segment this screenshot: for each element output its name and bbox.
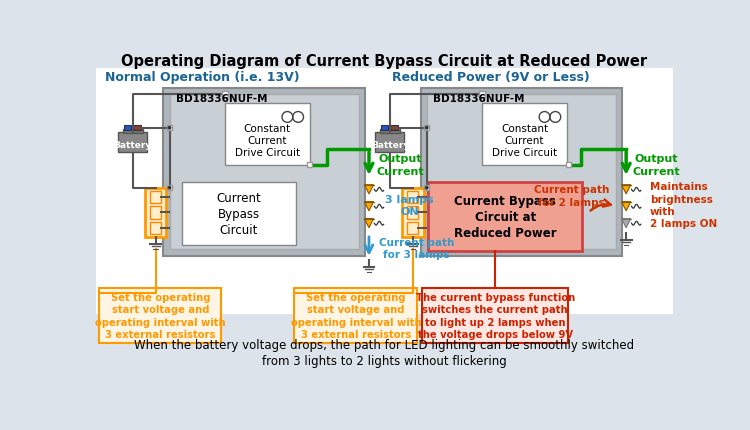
Bar <box>96 68 674 314</box>
Bar <box>407 207 419 219</box>
Bar <box>150 207 161 219</box>
Bar <box>407 222 419 234</box>
Bar <box>375 133 404 153</box>
Bar <box>166 126 172 131</box>
Text: Operating Diagram of Current Bypass Circuit at Reduced Power: Operating Diagram of Current Bypass Circ… <box>122 54 647 69</box>
Bar <box>407 191 419 204</box>
Bar <box>145 188 166 237</box>
Bar <box>380 130 400 134</box>
Bar <box>170 95 359 250</box>
Text: Constant
Current
Drive Circuit: Constant Current Drive Circuit <box>235 123 300 158</box>
Text: Constant
Current
Drive Circuit: Constant Current Drive Circuit <box>492 123 557 158</box>
Bar <box>118 133 147 153</box>
Bar <box>424 186 430 191</box>
Bar <box>566 163 571 168</box>
Circle shape <box>167 126 172 130</box>
Bar <box>150 222 161 234</box>
Text: Set the operating
start voltage and
operating interval with
3 external resistors: Set the operating start voltage and oper… <box>95 292 226 339</box>
Bar <box>307 163 313 168</box>
Text: When the battery voltage drops, the path for LED lighting can be smoothly switch: When the battery voltage drops, the path… <box>134 338 634 367</box>
Circle shape <box>167 187 172 190</box>
Bar <box>294 288 418 344</box>
Bar <box>402 188 424 237</box>
Polygon shape <box>622 185 631 194</box>
Bar <box>381 126 388 131</box>
Polygon shape <box>364 202 374 212</box>
Text: Set the operating
start voltage and
operating interval with
3 external resistors: Set the operating start voltage and oper… <box>290 292 422 339</box>
Text: Output
Current: Output Current <box>632 154 680 176</box>
Bar <box>100 288 221 344</box>
Text: Battery: Battery <box>113 141 152 150</box>
Bar <box>422 288 568 344</box>
Bar <box>482 104 567 165</box>
Bar <box>479 92 484 97</box>
Bar <box>225 104 310 165</box>
Bar <box>124 126 131 131</box>
Bar <box>427 95 616 250</box>
Text: Battery: Battery <box>370 141 409 150</box>
Circle shape <box>424 187 429 190</box>
Text: Current
Bypass
Circuit: Current Bypass Circuit <box>217 191 261 236</box>
Polygon shape <box>622 202 631 212</box>
Bar <box>428 182 582 252</box>
Bar <box>96 52 674 68</box>
Bar <box>164 89 365 256</box>
Bar <box>96 314 674 383</box>
Bar <box>222 92 228 97</box>
Bar <box>392 126 398 131</box>
Text: BD18336NUF-M: BD18336NUF-M <box>176 94 267 104</box>
Text: Normal Operation (i.e. 13V): Normal Operation (i.e. 13V) <box>105 71 299 84</box>
Text: Current Bypass
Circuit at
Reduced Power: Current Bypass Circuit at Reduced Power <box>454 194 556 239</box>
Text: The current bypass function
switches the current path
to light up 2 lamps when
t: The current bypass function switches the… <box>416 292 575 339</box>
Bar <box>424 126 430 131</box>
Bar <box>182 182 296 245</box>
Text: Reduced Power (9V or Less): Reduced Power (9V or Less) <box>392 71 590 84</box>
Polygon shape <box>364 219 374 228</box>
Circle shape <box>424 126 429 130</box>
Text: Output
Current: Output Current <box>376 154 424 176</box>
Bar <box>134 126 141 131</box>
Text: Current path
for 3 lamps: Current path for 3 lamps <box>379 237 454 259</box>
Polygon shape <box>364 185 374 194</box>
Bar <box>122 130 142 134</box>
Bar <box>421 89 622 256</box>
Text: 3 lamps
ON: 3 lamps ON <box>386 194 434 216</box>
Bar <box>166 186 172 191</box>
Text: Maintains
brightness
with
2 lamps ON: Maintains brightness with 2 lamps ON <box>650 182 717 229</box>
Bar <box>150 191 161 204</box>
Text: Current path
for 2 lamps: Current path for 2 lamps <box>534 185 609 207</box>
Text: BD18336NUF-M: BD18336NUF-M <box>433 94 524 104</box>
Polygon shape <box>622 219 631 228</box>
